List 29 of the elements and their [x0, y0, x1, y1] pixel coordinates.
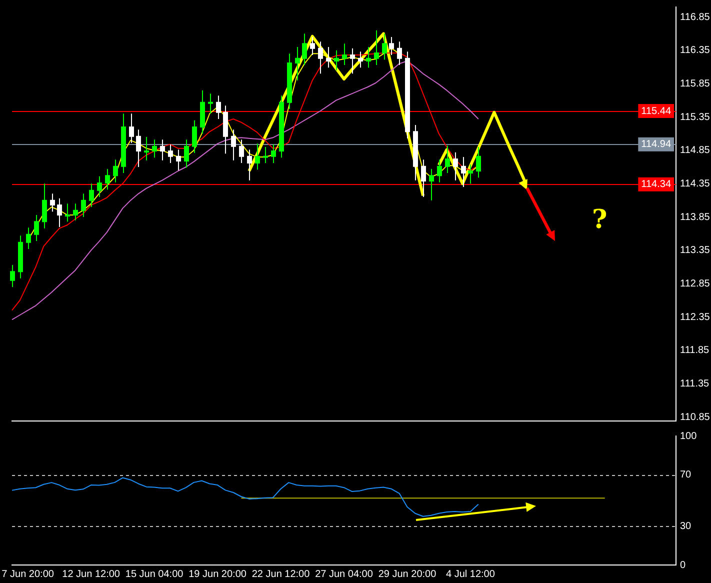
y-tick-label: 116.85 — [680, 12, 710, 23]
x-tick-label: 19 Jun 20:00 — [188, 568, 247, 580]
annotation: ? — [592, 205, 608, 235]
y-tick-label: 113.35 — [680, 245, 710, 256]
ref-line-label: 114.94 — [641, 139, 672, 150]
x-tick-label: 29 Jun 20:00 — [378, 568, 437, 580]
x-tick-label: 12 Jun 12:00 — [62, 568, 120, 580]
x-tick-label: 22 Jun 12:00 — [252, 568, 310, 580]
x-tick-label: 15 Jun 04:00 — [125, 568, 184, 580]
y-tick-label: 114.85 — [680, 145, 710, 156]
y-tick-label: 115.85 — [680, 78, 710, 90]
y-tick-label: 115.35 — [680, 112, 710, 123]
y-tick-label: 0 — [680, 560, 686, 571]
y-tick-label: 113.85 — [680, 212, 710, 223]
y-tick-label: 112.85 — [680, 278, 710, 290]
y-tick-label: 30 — [680, 521, 692, 532]
y-tick-label: 110.85 — [680, 412, 710, 423]
ref-line-label: 115.44 — [641, 106, 672, 117]
y-tick-label: 112.35 — [680, 312, 710, 323]
y-tick-label: 114.35 — [680, 178, 710, 190]
y-tick-label: 111.85 — [680, 345, 710, 356]
y-tick-label: 111.35 — [680, 378, 710, 390]
x-tick-label: 27 Jun 04:00 — [315, 568, 374, 580]
y-tick-label: 116.35 — [680, 45, 710, 56]
y-tick-label: 70 — [680, 469, 692, 480]
x-tick-label: 4 Jul 12:00 — [446, 568, 496, 580]
y-tick-label: 100 — [680, 430, 698, 442]
ref-line-label: 114.34 — [641, 179, 672, 190]
x-tick-label: 7 Jun 20:00 — [2, 568, 54, 580]
